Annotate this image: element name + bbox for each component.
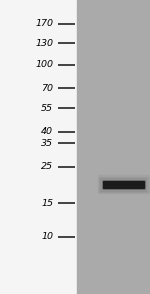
Text: 170: 170 (35, 19, 53, 28)
Text: 35: 35 (41, 139, 53, 148)
Text: 55: 55 (41, 104, 53, 113)
Text: 130: 130 (35, 39, 53, 48)
Text: 10: 10 (41, 232, 53, 241)
Bar (102, 180, 145, 189)
Bar (98, 175, 149, 193)
Text: 25: 25 (41, 163, 53, 171)
Bar (0, 0, 76, 294)
Bar (99, 177, 148, 192)
Text: 100: 100 (35, 60, 53, 69)
Bar (103, 181, 144, 188)
Bar (76, 0, 150, 294)
Text: 40: 40 (41, 127, 53, 136)
Text: 70: 70 (41, 84, 53, 93)
Bar (100, 178, 146, 191)
Text: 15: 15 (41, 199, 53, 208)
